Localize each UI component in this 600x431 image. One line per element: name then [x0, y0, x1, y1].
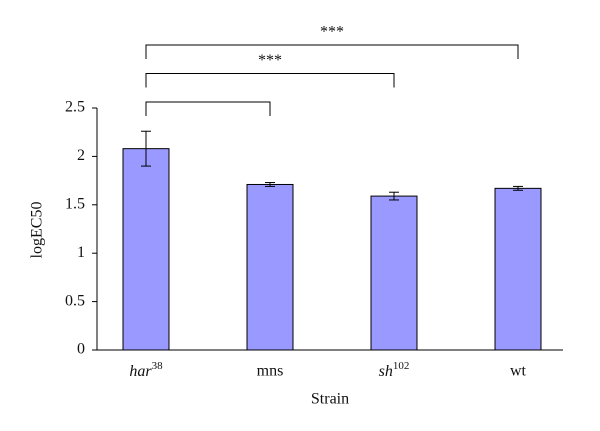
x-tick-label-main: har [129, 363, 152, 380]
y-tick-label: 0 [77, 341, 85, 358]
bar [122, 148, 170, 351]
significance-label: *** [320, 24, 344, 41]
error-bar [513, 185, 523, 191]
significance-bracket [145, 73, 395, 88]
x-tick-label: wt [510, 363, 527, 380]
significance-bracket [145, 44, 519, 59]
significance-bracket [145, 101, 271, 116]
x-tick-label-sup: 102 [393, 360, 410, 372]
error-bar [141, 130, 151, 167]
y-tick-label: 2 [77, 147, 85, 164]
x-tick-label-main: sh [379, 363, 393, 380]
y-tick-label: 2.5 [65, 99, 85, 116]
significance-label: *** [258, 52, 282, 69]
y-axis-label: logEC50 [29, 202, 46, 259]
x-tick-label: har38 [129, 360, 163, 380]
x-tick-label: mns [257, 363, 284, 380]
y-tick-label: 1.5 [65, 195, 85, 212]
bar [370, 195, 418, 351]
x-tick-label: sh102 [379, 360, 410, 380]
bar [494, 187, 542, 351]
error-bar [389, 191, 399, 201]
x-axis-label: Strain [311, 391, 349, 408]
bar [246, 183, 294, 351]
x-tick-label-sup: 38 [152, 360, 164, 372]
error-bar [265, 182, 275, 187]
y-tick-label: 1 [77, 244, 85, 261]
y-tick-label: 0.5 [65, 292, 85, 309]
